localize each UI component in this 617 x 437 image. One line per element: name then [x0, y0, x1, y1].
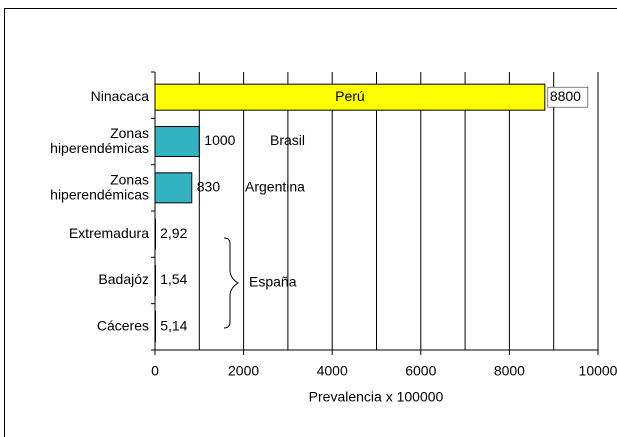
y-tick-label: Ninacaca — [91, 88, 150, 104]
annotation: Argentina — [245, 179, 305, 195]
brace — [223, 237, 239, 329]
value-label: 830 — [197, 179, 221, 195]
value-label-box — [547, 86, 589, 108]
x-tick-label: 0 — [151, 363, 159, 379]
y-tick-label: Zonas hiperendémicas — [50, 171, 149, 202]
bar — [154, 172, 193, 204]
x-tick-label: 4000 — [317, 363, 348, 379]
y-tick-label: Badajóz — [98, 271, 149, 287]
y-tick-label: Zonas hiperendémicas — [50, 125, 149, 156]
chart-frame — [4, 8, 617, 437]
bar — [154, 265, 156, 296]
value-label: 1,54 — [160, 271, 187, 287]
bar — [154, 218, 156, 250]
value-label: 2,92 — [160, 225, 187, 241]
value-label: 8800 — [550, 88, 581, 104]
annotation: España — [249, 274, 297, 290]
value-label: 1000 — [204, 132, 235, 148]
bar — [154, 311, 156, 343]
x-tick-label: 6000 — [405, 363, 436, 379]
value-label: 5,14 — [160, 318, 187, 334]
annotation: Perú — [335, 88, 365, 104]
x-tick-label: 10000 — [579, 363, 617, 379]
y-tick-label: Extremadura — [69, 225, 149, 241]
x-tick-label: 8000 — [494, 363, 525, 379]
y-tick-label: Cáceres — [97, 318, 149, 334]
x-axis-title: Prevalencia x 100000 — [309, 389, 444, 405]
x-tick-label: 2000 — [228, 363, 259, 379]
annotation: Brasil — [270, 132, 305, 148]
bar — [154, 83, 546, 111]
bar — [154, 126, 200, 157]
